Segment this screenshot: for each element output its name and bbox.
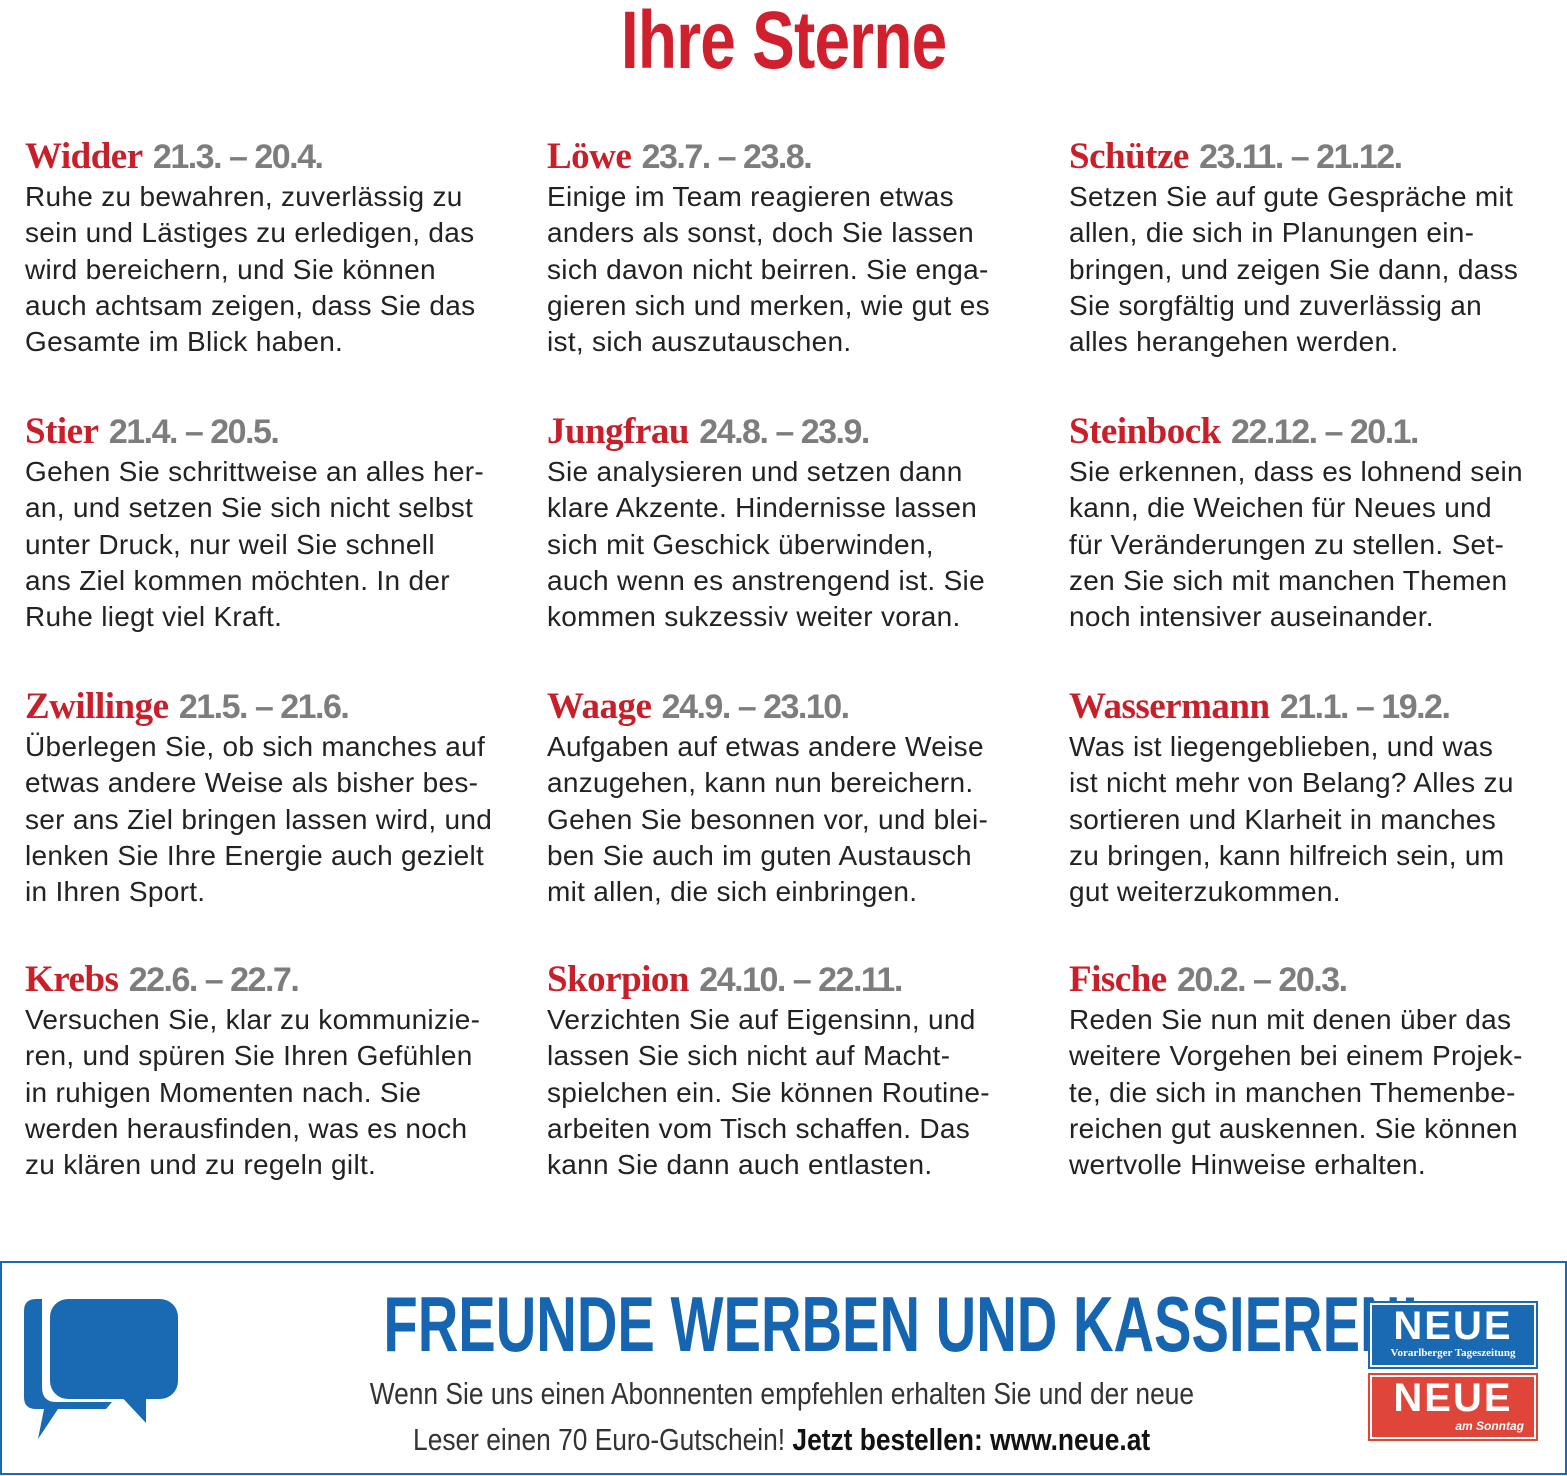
banner-text: Wenn Sie uns einen Abonnenten empfehlen … (369, 1376, 1195, 1457)
sign-date: 21.5. – 21.6. (178, 688, 350, 726)
sign-heading: Fische 20.2. – 20.3. (1069, 957, 1567, 1002)
sign-name: Wassermann (1069, 686, 1270, 727)
horoscope-steinbock: Steinbock 22.12. – 20.1. Sie erkennen, da… (1069, 409, 1567, 635)
sign-heading: Jungfrau 24.8. – 23.9. (547, 409, 1057, 454)
sign-name: Zwillinge (25, 686, 169, 727)
speech-bubbles-icon (24, 1299, 178, 1439)
sign-text: Reden Sie nun mit denen über das weitere… (1069, 1004, 1523, 1181)
sign-date: 23.11. – 21.12. (1199, 138, 1403, 176)
horoscope-widder: Widder 21.3. – 20.4. Ruhe zu bewahren, zu… (25, 134, 535, 360)
sign-date: 24.10. – 22.11. (699, 961, 903, 999)
sign-text: Verzichten Sie auf Eigensinn, und lassen… (547, 1004, 990, 1181)
horoscope-waage: Waage 24.9. – 23.10. Aufgaben auf etwas a… (547, 684, 1057, 910)
sign-heading: Krebs 22.6. – 22.7. (25, 957, 535, 1002)
sign-heading: Wassermann 21.1. – 19.2. (1069, 684, 1567, 729)
sign-heading: Stier 21.4. – 20.5. (25, 409, 535, 454)
sign-name: Fische (1069, 959, 1167, 1000)
sign-name: Schütze (1069, 136, 1189, 177)
sign-name: Widder (25, 136, 143, 177)
horoscope-jungfrau: Jungfrau 24.8. – 23.9. Sie analysieren un… (547, 409, 1057, 635)
neue-am-sonntag-logo: NEUE am Sonntag (1368, 1373, 1538, 1441)
sign-name: Jungfrau (547, 411, 689, 452)
order-link[interactable]: Jetzt bestellen: www.neue.at (792, 1422, 1151, 1457)
sign-heading: Steinbock 22.12. – 20.1. (1069, 409, 1567, 454)
sign-date: 22.6. – 22.7. (128, 961, 300, 999)
horoscope-stier: Stier 21.4. – 20.5. Gehen Sie schrittweis… (25, 409, 535, 635)
sign-text: Sie erkennen, dass es lohnend sein kann,… (1069, 456, 1523, 633)
sign-name: Stier (25, 411, 99, 452)
sign-name: Krebs (25, 959, 119, 1000)
page-title: Ihre Sterne (620, 0, 947, 86)
sign-heading: Skorpion 24.10. – 22.11. (547, 957, 1057, 1002)
horoscope-fische: Fische 20.2. – 20.3. Reden Sie nun mit de… (1069, 957, 1567, 1183)
sign-date: 23.7. – 23.8. (641, 138, 813, 176)
sign-text: Überlegen Sie, ob sich manches auf etwas… (25, 731, 493, 908)
sign-name: Löwe (547, 136, 632, 177)
sign-date: 21.1. – 19.2. (1279, 688, 1451, 726)
sign-date: 24.8. – 23.9. (699, 413, 870, 451)
sign-date: 21.3. – 20.4. (152, 138, 324, 176)
horoscope-krebs: Krebs 22.6. – 22.7. Versuchen Sie, klar z… (25, 957, 535, 1183)
sign-date: 24.9. – 23.10. (661, 688, 850, 726)
sign-heading: Widder 21.3. – 20.4. (25, 134, 535, 179)
neue-logo: NEUE Vorarlberger Tageszeitung (1368, 1301, 1538, 1369)
sign-heading: Schütze 23.11. – 21.12. (1069, 134, 1567, 179)
sign-text: Aufgaben auf etwas andere Weise anzugehe… (547, 731, 989, 908)
horoscope-skorpion: Skorpion 24.10. – 22.11. Verzichten Sie a… (547, 957, 1057, 1183)
sign-text: Ruhe zu bewahren, zuverlässig zu sein un… (25, 181, 476, 358)
horoscope-löwe: Löwe 23.7. – 23.8. Einige im Team reagier… (547, 134, 1057, 360)
promo-banner[interactable]: FREUNDE WERBEN UND KASSIEREN! Wenn Sie u… (0, 1261, 1567, 1475)
sign-heading: Zwillinge 21.5. – 21.6. (25, 684, 535, 729)
sign-date: 22.12. – 20.1. (1231, 413, 1419, 451)
sign-text: Versuchen Sie, klar zu kommunizie- ren, … (25, 1004, 481, 1181)
horoscope-wassermann: Wassermann 21.1. – 19.2. Was ist liegenge… (1069, 684, 1567, 910)
sign-text: Sie analysieren und setzen dann klare Ak… (547, 456, 985, 633)
sign-text: Setzen Sie auf gute Gespräche mit allen,… (1069, 181, 1519, 358)
sign-name: Waage (547, 686, 652, 727)
horoscope-schütze: Schütze 23.11. – 21.12. Setzen Sie auf gu… (1069, 134, 1567, 360)
sign-name: Steinbock (1069, 411, 1221, 452)
sign-text: Einige im Team reagieren etwas anders al… (547, 181, 990, 358)
sign-name: Skorpion (547, 959, 690, 1000)
sign-text: Was ist liegengeblieben, und was ist nic… (1069, 731, 1514, 908)
sign-date: 20.2. – 20.3. (1176, 961, 1348, 999)
sign-date: 21.4. – 20.5. (108, 413, 280, 451)
banner-headline: FREUNDE WERBEN UND KASSIEREN! (383, 1280, 1420, 1368)
sign-text: Gehen Sie schrittweise an alles her- an,… (25, 456, 485, 633)
horoscope-zwillinge: Zwillinge 21.5. – 21.6. Überlegen Sie, ob… (25, 684, 535, 910)
sign-heading: Löwe 23.7. – 23.8. (547, 134, 1057, 179)
sign-heading: Waage 24.9. – 23.10. (547, 684, 1057, 729)
